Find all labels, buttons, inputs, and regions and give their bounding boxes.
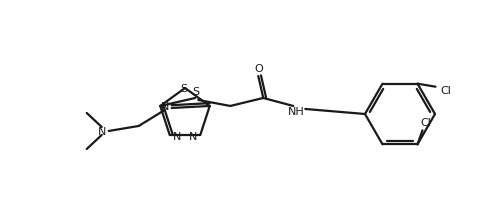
Text: Cl: Cl (420, 118, 431, 128)
Text: N: N (172, 131, 181, 141)
Text: O: O (254, 64, 263, 74)
Text: NH: NH (288, 106, 305, 116)
Text: Cl: Cl (440, 85, 451, 95)
Text: N: N (189, 131, 197, 141)
Text: S: S (180, 84, 188, 94)
Text: S: S (192, 87, 200, 96)
Text: N: N (97, 126, 106, 136)
Text: N: N (160, 101, 169, 111)
